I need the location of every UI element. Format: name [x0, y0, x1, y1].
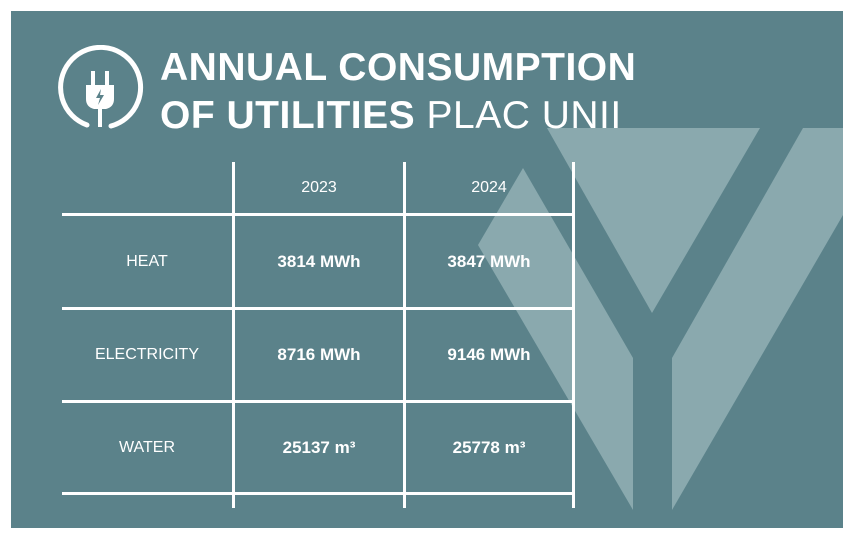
table-hline: [62, 492, 575, 495]
logo-left-arm: [478, 168, 633, 510]
table-hline: [62, 400, 575, 403]
logo-right-arm: [672, 128, 843, 510]
water-2023: 25137 m³: [282, 437, 356, 457]
title-location: PLAC UNII: [426, 94, 622, 137]
electricity-2024: 9146 MWh: [447, 345, 531, 364]
table-vline: [572, 162, 575, 508]
row-label-electricity: ELECTRICITY: [94, 346, 199, 363]
table-hline: [62, 307, 575, 310]
logo-top-triangle: [547, 128, 760, 313]
heat-2023: 3814 MWh: [277, 251, 361, 271]
infographic-panel: [11, 11, 843, 528]
title-bold: OF UTILITIES: [160, 94, 416, 137]
column-header-2023: 2023: [301, 179, 337, 196]
table-hline: [62, 213, 575, 216]
water-2024: 25778 m³: [452, 437, 526, 457]
title-line-1: ANNUAL CONSUMPTION: [160, 46, 637, 89]
row-label-heat: HEAT: [126, 252, 168, 270]
y-logo-watermark: [478, 128, 843, 510]
plug-icon: [58, 45, 144, 129]
electricity-2023: 8716 MWh: [277, 345, 361, 364]
table-vline: [232, 162, 235, 508]
title-line-2: OF UTILITIES PLAC UNII: [160, 96, 622, 135]
row-label-water: WATER: [119, 438, 175, 456]
heat-2024: 3847 MWh: [447, 251, 531, 271]
column-header-2024: 2024: [471, 179, 507, 196]
table-vline: [403, 162, 406, 508]
